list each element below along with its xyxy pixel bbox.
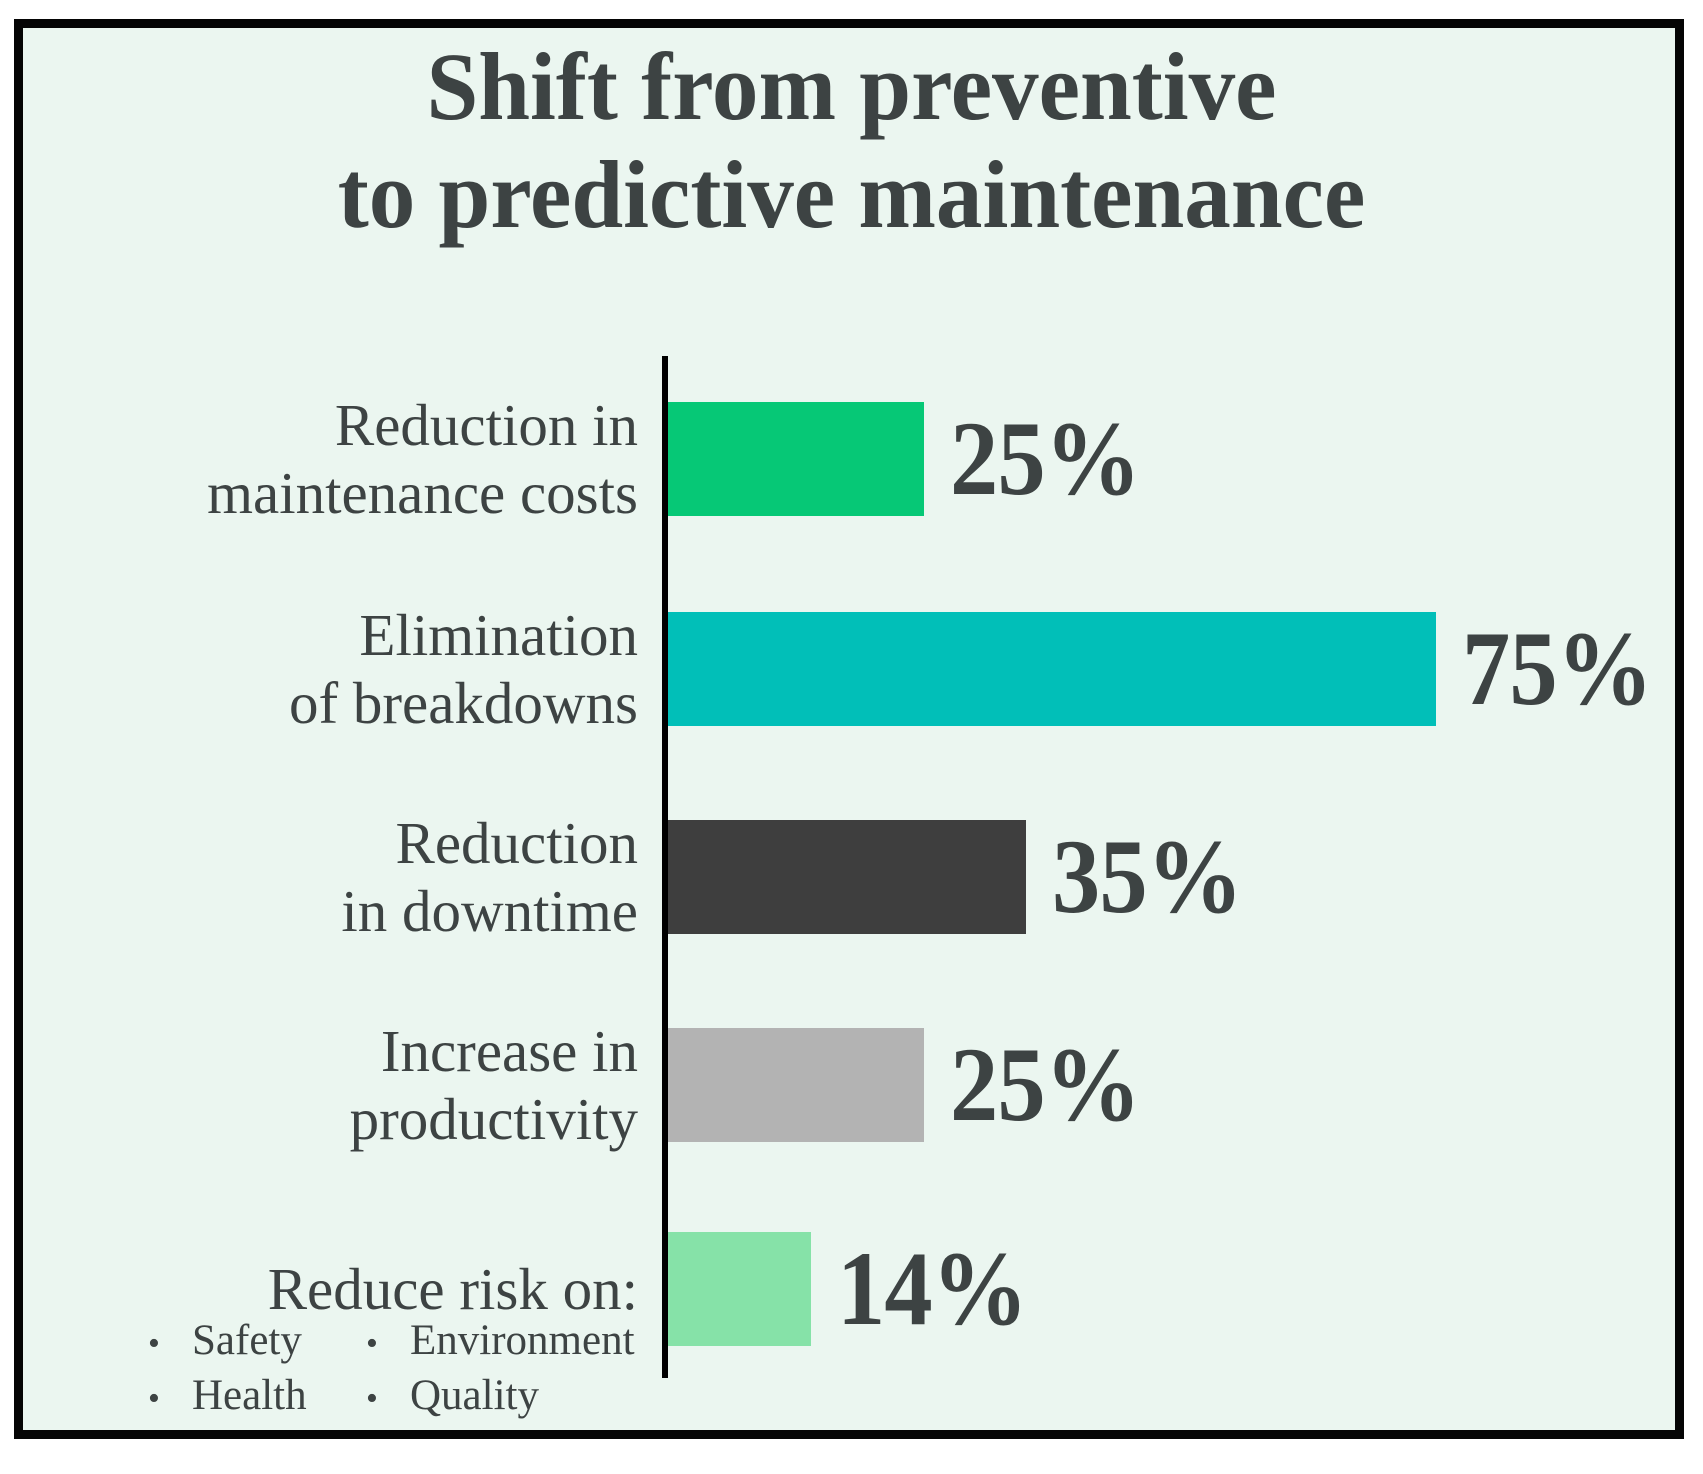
- bar-category-text: Elimination of breakdowns: [289, 601, 638, 736]
- bar-value-label: 25%: [950, 1026, 1141, 1143]
- bullet-icon: •: [366, 1325, 378, 1362]
- bar-category-label: Reduction in maintenance costs: [40, 392, 638, 526]
- bar-category-label: Elimination of breakdowns: [40, 602, 638, 736]
- bullet-icon: •: [148, 1380, 160, 1418]
- bar: [668, 402, 924, 516]
- risk-bullet-label: Safety: [192, 1317, 302, 1364]
- risk-bullet-list: • Safety • Health • Environment • Quality: [148, 1318, 635, 1418]
- risk-bullet-environment: • Environment: [366, 1318, 635, 1363]
- chart-title-line2: to predictive maintenance: [337, 141, 1366, 249]
- chart-title: Shift from preventive to predictive main…: [26, 33, 1678, 250]
- risk-bullet-label: Quality: [410, 1372, 539, 1420]
- bar: [668, 1232, 812, 1346]
- bar-category-label: Reduce risk on:: [40, 1232, 638, 1346]
- risk-bullet-health: • Health: [148, 1373, 366, 1418]
- bar-value-label: 14%: [837, 1230, 1028, 1347]
- bar-value-label: 25%: [950, 400, 1141, 517]
- bar-value-label: 35%: [1052, 818, 1243, 935]
- bar-category-label: Reduction in downtime: [40, 810, 638, 944]
- bar: [668, 612, 1436, 726]
- bar: [668, 1028, 924, 1142]
- slide-frame: [14, 19, 1684, 1439]
- bar-category-text: Reduce risk on:: [267, 1255, 638, 1322]
- bar-category-text: Increase in productivity: [349, 1017, 638, 1152]
- risk-bullet-label: Health: [192, 1372, 307, 1420]
- bar-category-text: Reduction in maintenance costs: [207, 391, 638, 526]
- bar-category-text: Reduction in downtime: [341, 809, 638, 944]
- risk-bullet-quality: • Quality: [366, 1373, 635, 1418]
- risk-bullet-safety: • Safety: [148, 1318, 366, 1363]
- chart-title-line1: Shift from preventive: [426, 33, 1277, 140]
- bar: [668, 820, 1027, 934]
- bar-category-label: Increase in productivity: [40, 1018, 638, 1152]
- bullet-icon: •: [148, 1325, 160, 1362]
- risk-bullet-label: Environment: [410, 1317, 635, 1364]
- y-axis-line: [662, 356, 668, 1378]
- bar-value-label: 75%: [1462, 610, 1653, 727]
- bullet-icon: •: [366, 1380, 378, 1418]
